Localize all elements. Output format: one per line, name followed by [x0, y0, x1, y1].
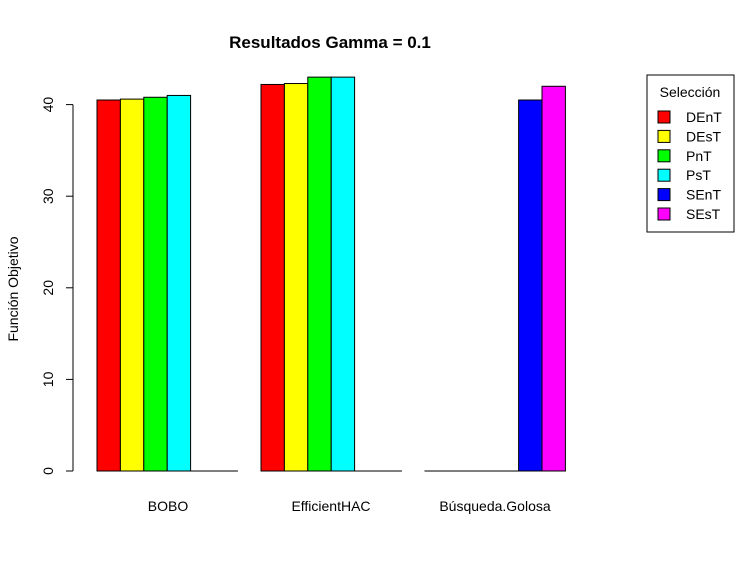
- y-tick-label: 0: [40, 467, 56, 475]
- legend-title: Selección: [660, 84, 721, 100]
- bar: [541, 85, 566, 472]
- legend-swatch: [657, 129, 671, 143]
- legend-swatch: [657, 168, 671, 182]
- y-tick-label: 30: [40, 188, 56, 204]
- legend-swatch: [657, 188, 671, 202]
- legend-items: DEnT DEsT PnT PsT SEnT SEsT: [657, 109, 722, 222]
- bar: [96, 99, 121, 472]
- bar: [518, 99, 543, 472]
- legend-label: PsT: [686, 167, 711, 183]
- chart-title: Resultados Gamma = 0.1: [229, 33, 431, 52]
- bar: [166, 94, 192, 472]
- legend: Selección DEnT DEsT PnT PsT SEnT SEsT: [646, 74, 735, 233]
- bar: [143, 96, 168, 472]
- y-tick-label: 10: [40, 371, 56, 387]
- x-axis-labels: BOBO EfficientHAC Búsqueda.Golosa: [148, 498, 551, 514]
- bar: [307, 76, 332, 472]
- y-tick-label: 40: [40, 97, 56, 113]
- x-tick-label: BOBO: [148, 498, 189, 514]
- bar: [260, 83, 285, 472]
- legend-swatch: [657, 207, 671, 221]
- legend-label: SEsT: [686, 206, 721, 222]
- bars-group: [96, 76, 566, 472]
- y-axis: 0 10 20 30 40: [40, 97, 74, 475]
- bar: [330, 76, 356, 472]
- x-tick-label: Búsqueda.Golosa: [439, 498, 551, 514]
- legend-swatch: [657, 149, 671, 163]
- legend-label: DEsT: [686, 128, 721, 144]
- bar: [119, 98, 145, 472]
- legend-box: [646, 74, 735, 233]
- legend-label: SEnT: [686, 187, 721, 203]
- bar: [283, 83, 309, 472]
- y-axis-label: Función Objetivo: [5, 236, 21, 341]
- legend-label: PnT: [686, 148, 712, 164]
- y-tick-label: 20: [40, 280, 56, 296]
- x-tick-label: EfficientHAC: [291, 498, 370, 514]
- legend-swatch: [657, 110, 671, 124]
- legend-label: DEnT: [686, 109, 722, 125]
